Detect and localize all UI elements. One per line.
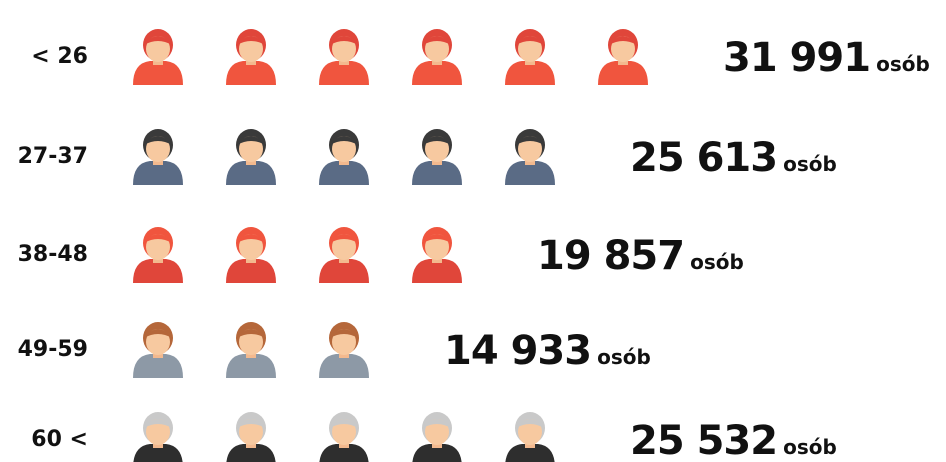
category-label: < 26 bbox=[31, 44, 88, 69]
icon-group bbox=[133, 29, 648, 85]
value-label: 19 857 bbox=[537, 233, 684, 279]
value-label: 31 991 bbox=[723, 35, 870, 81]
unit-label: osób bbox=[597, 345, 651, 369]
unit-label: osób bbox=[783, 435, 837, 459]
category-label: 27-37 bbox=[18, 144, 88, 169]
unit-label: osób bbox=[876, 52, 930, 76]
category-label: 38-48 bbox=[18, 242, 88, 267]
unit-label: osób bbox=[783, 152, 837, 176]
value-label: 25 532 bbox=[630, 418, 777, 462]
icon-group bbox=[133, 322, 369, 378]
value-label: 25 613 bbox=[630, 135, 777, 181]
chart: < 2631 991osób27-3725 613osób38-4819 857… bbox=[0, 0, 946, 462]
icon-group bbox=[133, 227, 462, 283]
icon-group bbox=[133, 412, 555, 462]
category-label: 60 < bbox=[31, 427, 88, 452]
icon-group bbox=[133, 129, 555, 185]
unit-label: osób bbox=[690, 250, 744, 274]
category-label: 49-59 bbox=[18, 337, 88, 362]
value-label: 14 933 bbox=[444, 328, 591, 374]
